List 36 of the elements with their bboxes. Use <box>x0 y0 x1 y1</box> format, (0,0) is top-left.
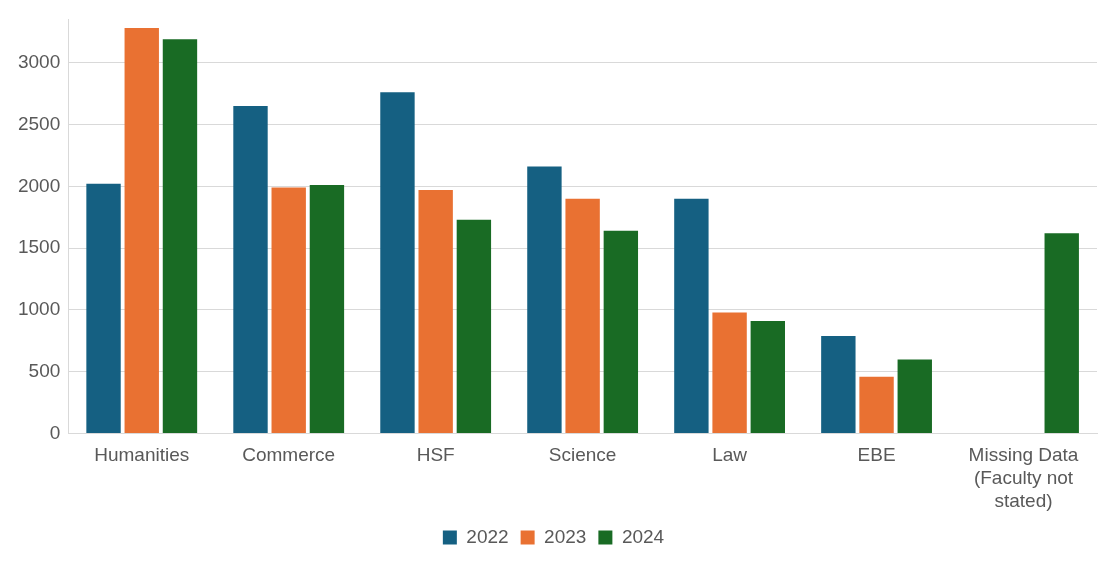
bar <box>456 219 492 434</box>
bar <box>233 105 268 434</box>
x-tick-label: Missing Data (Faculty not stated) <box>968 444 1079 511</box>
y-tick-label: 2000 <box>17 174 61 196</box>
y-tick-label: 0 <box>49 421 61 443</box>
x-tick-label: HSF <box>416 444 455 466</box>
bar <box>162 39 198 434</box>
bar <box>712 312 747 434</box>
legend-label: 2024 <box>621 525 665 547</box>
x-tick-label: Law <box>712 444 748 466</box>
bar <box>674 198 709 434</box>
y-tick-label: 1500 <box>17 236 61 258</box>
x-tick-label: Commerce <box>242 444 336 466</box>
y-tick-label: 500 <box>28 360 61 382</box>
bar <box>86 183 121 434</box>
y-tick-label: 1000 <box>17 298 61 320</box>
x-tick-label: EBE <box>857 444 896 466</box>
bar <box>309 185 345 434</box>
x-tick-label: Science <box>548 444 617 466</box>
bar <box>750 321 785 434</box>
bar <box>527 166 562 434</box>
bar <box>603 230 639 434</box>
y-tick-label: 2500 <box>17 112 61 134</box>
bar <box>859 376 894 434</box>
bar <box>897 359 932 434</box>
bar <box>124 28 159 434</box>
bar <box>380 92 415 434</box>
bar <box>565 198 600 434</box>
bar <box>1044 233 1079 434</box>
legend-label: 2022 <box>466 525 509 547</box>
bar <box>821 335 856 434</box>
y-tick-label: 3000 <box>17 50 61 72</box>
bar <box>271 187 306 434</box>
legend-label: 2023 <box>544 525 587 547</box>
x-tick-label: Humanities <box>94 444 190 466</box>
bar <box>418 190 453 434</box>
